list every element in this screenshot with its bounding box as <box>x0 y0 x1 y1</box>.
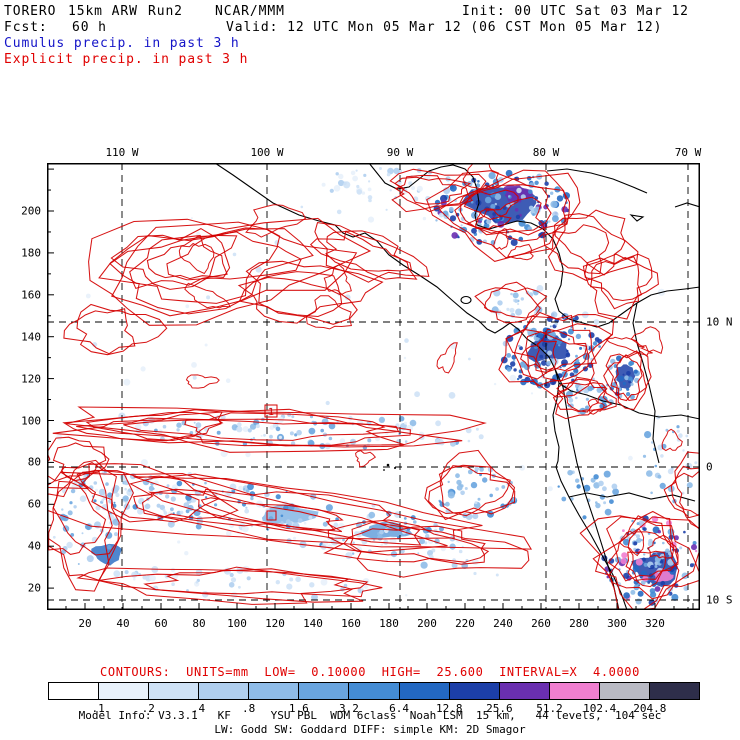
colorbar-cell <box>148 683 199 699</box>
grid-y-tick-label: 160 <box>21 288 41 302</box>
plot-area: 1 <box>27 156 721 613</box>
colorbar-tick-label: .1 <box>91 702 105 715</box>
colorbar-tick-label: .8 <box>241 702 256 715</box>
valid-time: Valid: 12 UTC Mon 05 Mar 12 (06 CST Mon … <box>226 20 663 35</box>
center-name: NCAR/MMM <box>215 4 285 19</box>
colorbar-cell <box>648 683 700 699</box>
colorbar-cell <box>598 683 649 699</box>
grid-x-tick-label: 240 <box>493 617 513 630</box>
colorbar-cell <box>498 683 549 699</box>
grid-y-tick-label: 60 <box>27 497 41 511</box>
grid-y-tick-label: 180 <box>21 246 41 260</box>
colorbar-cell <box>298 683 349 699</box>
map-frame <box>47 163 700 610</box>
grid-x-tick-label: 140 <box>303 617 323 630</box>
colorbar-tick-label: 51.2 <box>536 702 563 715</box>
grid-x-tick-label: 180 <box>379 617 399 630</box>
colorbar <box>48 682 700 700</box>
colorbar-tick-label: 25.6 <box>486 702 513 715</box>
lon-tick-label: 90 W <box>386 146 414 159</box>
grid-x-tick-label: 200 <box>417 617 437 630</box>
colorbar-tick-label: .4 <box>191 702 206 715</box>
grid-x-tick-label: 220 <box>455 617 475 630</box>
colorbar-cell <box>448 683 499 699</box>
colorbar-tick-label: 12.8 <box>435 702 463 715</box>
grid-x-tick-label: 80 <box>192 617 206 630</box>
grid-x-tick-label: 320 <box>645 617 665 630</box>
colorbar-cell <box>49 683 99 699</box>
colorbar-cell <box>248 683 299 699</box>
colorbar-cell <box>348 683 399 699</box>
grid-y-tick-label: 200 <box>21 204 41 218</box>
lat-tick-label: 10 S <box>706 593 733 607</box>
colorbar-cell <box>98 683 149 699</box>
model-info-line1: Model Info: V3.3.1 KF YSU PBL WDM 6class… <box>78 709 662 722</box>
grid-y-tick-label: 80 <box>27 455 41 469</box>
explicit-field-label: Explicit precip. in past 3 h <box>4 52 249 67</box>
grid-x-tick-label: 160 <box>341 617 361 630</box>
cumulus-contours <box>27 156 721 613</box>
latlon-grid-lines <box>47 163 700 610</box>
colorbar-tick-label: .2 <box>141 702 155 715</box>
colorbar-cell <box>548 683 599 699</box>
grid-x-tick-label: 300 <box>607 617 627 630</box>
grid-x-tick-label: 280 <box>569 617 589 630</box>
grid-x-tick-label: 100 <box>227 617 247 630</box>
init-time: Init: 00 UTC Sat 03 Mar 12 <box>462 4 689 19</box>
colorbar-cell <box>198 683 249 699</box>
lat-tick-label: 0 <box>706 460 713 474</box>
grid-x-tick-label: 120 <box>265 617 285 630</box>
domain-mark-box <box>266 510 277 521</box>
lon-tick-label: 80 W <box>532 146 560 159</box>
grid-y-tick-label: 20 <box>27 581 41 595</box>
colorbar-tick-label: 204.8 <box>633 702 667 715</box>
contour-info-line: CONTOURS: UNITS=mm LOW= 0.10000 HIGH= 25… <box>100 665 640 679</box>
colorbar-tick-label: 3.2 <box>338 702 359 715</box>
galapagos-islands <box>383 463 396 471</box>
precip-map: 1 <box>27 156 721 613</box>
cumulus-field-label: Cumulus precip. in past 3 h <box>4 36 240 51</box>
grid-y-tick-label: 120 <box>21 372 41 386</box>
lon-tick-label: 100 W <box>250 146 284 159</box>
map-annotations: 1 <box>264 404 278 521</box>
lon-tick-label: 70 W <box>674 146 702 159</box>
grid-y-tick-label: 40 <box>27 539 41 553</box>
fcst-value: 60 h <box>72 20 107 35</box>
lat-tick-label: 10 N <box>706 315 733 329</box>
grid-x-tick-label: 20 <box>78 617 92 630</box>
model-info-line2: LW: Godd SW: Goddard DIFF: simple KM: 2D… <box>214 723 526 736</box>
fcst-label: Fcst: <box>4 20 48 35</box>
colorbar-cell <box>398 683 449 699</box>
grid-spec: 15km ARW <box>68 4 138 19</box>
grid-x-tick-label: 260 <box>531 617 551 630</box>
colorbar-tick-label: 102.4 <box>583 702 617 715</box>
model-name: TORERO <box>4 4 57 19</box>
contour-label-text: 1 <box>268 407 274 418</box>
grid-x-tick-label: 60 <box>154 617 168 630</box>
grid-y-tick-label: 100 <box>21 414 41 427</box>
grid-y-tick-label: 140 <box>21 330 41 344</box>
contour-label-box <box>264 404 278 418</box>
grid-x-tick-label: 40 <box>116 617 130 630</box>
run-id: Run2 <box>148 4 183 19</box>
lon-tick-label: 110 W <box>105 146 139 159</box>
colorbar-tick-label: 6.4 <box>389 702 409 715</box>
colorbar-tick-label: 1.6 <box>288 702 309 715</box>
